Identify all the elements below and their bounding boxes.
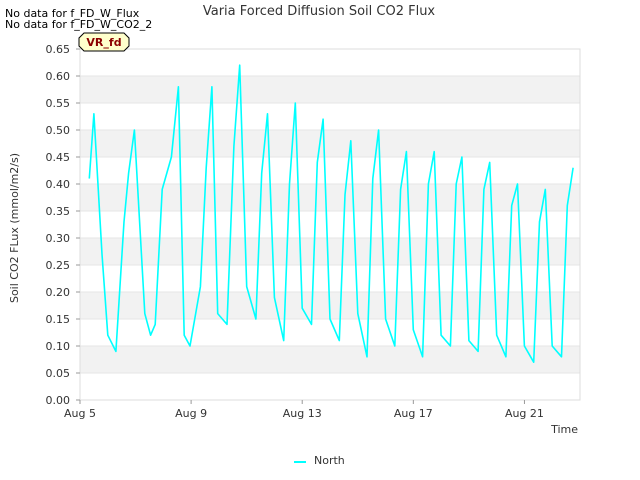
badge: VR_fd (78, 32, 130, 52)
y-axis-label: Soil CO2 FLux (mmol/m2/s) (8, 153, 21, 303)
x-tick-label: Aug 5 (64, 407, 96, 420)
chart-title: Varia Forced Diffusion Soil CO2 Flux (203, 4, 436, 19)
y-tick-label: 0.30 (46, 232, 71, 245)
grid-bands (80, 48, 580, 401)
y-tick-label: 0.00 (46, 394, 71, 407)
y-tick-label: 0.40 (46, 178, 71, 191)
y-tick-label: 0.55 (46, 97, 71, 110)
no-data-note-1: No data for f_FD_W_Flux (5, 7, 140, 20)
y-axis-ticks: 0.00 0.05 0.10 0.15 0.20 0.25 0.30 0.35 0.40 0.45… (46, 43, 80, 407)
x-tick-label: Aug 17 (394, 407, 433, 420)
x-axis-ticks: Aug 5 Aug 9 Aug 13 Aug 17 Aug 21 (64, 400, 544, 420)
y-tick-label: 0.20 (46, 286, 71, 299)
no-data-note-2: No data for f_FD_W_CO2_2 (5, 18, 153, 31)
x-tick-label: Aug 21 (505, 407, 544, 420)
legend: North (294, 454, 345, 467)
y-tick-label: 0.60 (46, 70, 71, 83)
y-tick-label: 0.10 (46, 340, 71, 353)
badge-shape (78, 32, 130, 52)
x-tick-label: Aug 13 (283, 407, 322, 420)
y-tick-label: 0.35 (46, 205, 71, 218)
legend-label-north: North (314, 454, 345, 467)
badge-label: VR_fd (86, 36, 121, 49)
x-axis-label: Time (550, 423, 578, 436)
y-tick-label: 0.25 (46, 259, 71, 272)
grid-band (80, 238, 580, 265)
y-tick-label: 0.65 (46, 43, 71, 56)
x-tick-label: Aug 9 (175, 407, 207, 420)
y-tick-label: 0.15 (46, 313, 71, 326)
y-tick-label: 0.45 (46, 151, 71, 164)
y-tick-label: 0.50 (46, 124, 71, 137)
grid-band (80, 76, 580, 103)
y-tick-label: 0.05 (46, 367, 71, 380)
plot-frame (79, 48, 581, 401)
grid-band (80, 346, 580, 373)
grid-band (80, 184, 580, 211)
series-north-line (88, 64, 574, 364)
grid-band (80, 130, 580, 157)
